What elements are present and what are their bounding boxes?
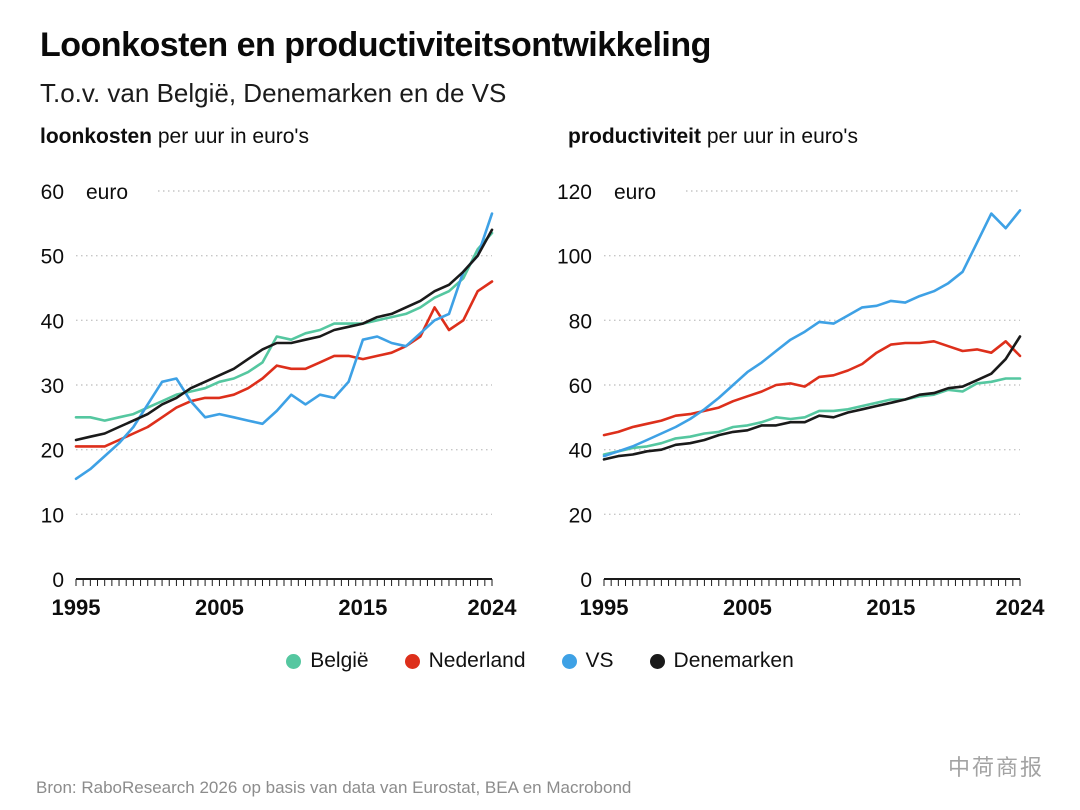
chart-panel-productiviteit: productiviteit per uur in euro's 120 euro…: [540, 125, 1068, 623]
svg-text:euro: euro: [86, 181, 128, 204]
chart-heading-loonkosten: loonkosten per uur in euro's: [12, 125, 540, 149]
svg-text:10: 10: [41, 504, 64, 527]
svg-text:100: 100: [557, 246, 592, 269]
svg-text:2005: 2005: [723, 595, 772, 620]
legend-label-denemarken: Denemarken: [673, 649, 794, 673]
header: Loonkosten en productiviteitsontwikkelin…: [0, 0, 1080, 109]
chart-loonkosten: 60 euro 50 40 30 20 10 0 1995 2005 2015 2024: [12, 153, 540, 623]
series-line-Nederland: [602, 340, 1022, 437]
charts-row: loonkosten per uur in euro's 60 euro 50 40 3…: [0, 125, 1080, 623]
legend-label-nederland: Nederland: [428, 649, 526, 673]
svg-text:50: 50: [41, 246, 64, 269]
series-line-Nederland: [74, 280, 494, 448]
series-line-Denemarken: [602, 335, 1022, 461]
chart-legend: België Nederland VS Denemarken: [0, 649, 1080, 673]
chart-panel-loonkosten: loonkosten per uur in euro's 60 euro 50 40 3…: [12, 125, 540, 623]
source-credit: Bron: RaboResearch 2026 op basis van dat…: [36, 778, 632, 797]
legend-dot-vs-icon: [561, 653, 577, 669]
series-line-België: [602, 377, 1022, 456]
legend-dot-denemarken-icon: [649, 653, 665, 669]
svg-text:20: 20: [569, 504, 592, 527]
series-line-België: [74, 231, 494, 422]
svg-text:40: 40: [569, 440, 592, 463]
svg-text:60: 60: [41, 181, 64, 204]
svg-text:2015: 2015: [338, 595, 387, 620]
svg-text:2015: 2015: [866, 595, 915, 620]
legend-dot-belgie-icon: [286, 653, 302, 669]
legend-item-vs: VS: [561, 649, 614, 673]
svg-text:euro: euro: [614, 181, 656, 204]
svg-text:40: 40: [41, 310, 64, 333]
page-title: Loonkosten en productiviteitsontwikkelin…: [40, 26, 711, 64]
svg-text:20: 20: [41, 440, 64, 463]
svg-text:30: 30: [41, 375, 64, 398]
legend-dot-nederland-icon: [404, 653, 420, 669]
chart-heading-rest: per uur in euro's: [152, 125, 309, 149]
watermark-text: 中荷商报: [947, 755, 1044, 780]
series-line-VS: [74, 212, 494, 481]
svg-text:2005: 2005: [195, 595, 244, 620]
svg-text:60: 60: [569, 375, 592, 398]
svg-text:80: 80: [569, 310, 592, 333]
legend-item-denemarken: Denemarken: [649, 649, 794, 673]
svg-text:1995: 1995: [580, 595, 629, 620]
chart-heading-rest: per uur in euro's: [701, 125, 858, 149]
legend-item-belgie: België: [286, 649, 369, 673]
legend-item-nederland: Nederland: [404, 649, 526, 673]
svg-text:2024: 2024: [468, 595, 518, 620]
series-line-Denemarken: [74, 228, 494, 442]
svg-text:2024: 2024: [996, 595, 1046, 620]
legend-label-vs: VS: [585, 649, 614, 673]
svg-text:0: 0: [52, 569, 64, 592]
chart-productiviteit: 120 euro 100 80 60 40 20 0 1995 2005 2015 2024: [540, 153, 1068, 623]
svg-text:1995: 1995: [52, 595, 101, 620]
chart-heading-productiviteit: productiviteit per uur in euro's: [540, 125, 1068, 149]
legend-label-belgie: België: [310, 649, 369, 673]
chart-heading-bold: productiviteit: [568, 125, 702, 149]
svg-text:0: 0: [580, 569, 592, 592]
svg-text:120: 120: [557, 181, 592, 204]
chart-heading-bold: loonkosten: [40, 125, 153, 149]
series-line-VS: [602, 209, 1022, 458]
page-subtitle: T.o.v. van België, Denemarken en de VS: [40, 78, 507, 109]
